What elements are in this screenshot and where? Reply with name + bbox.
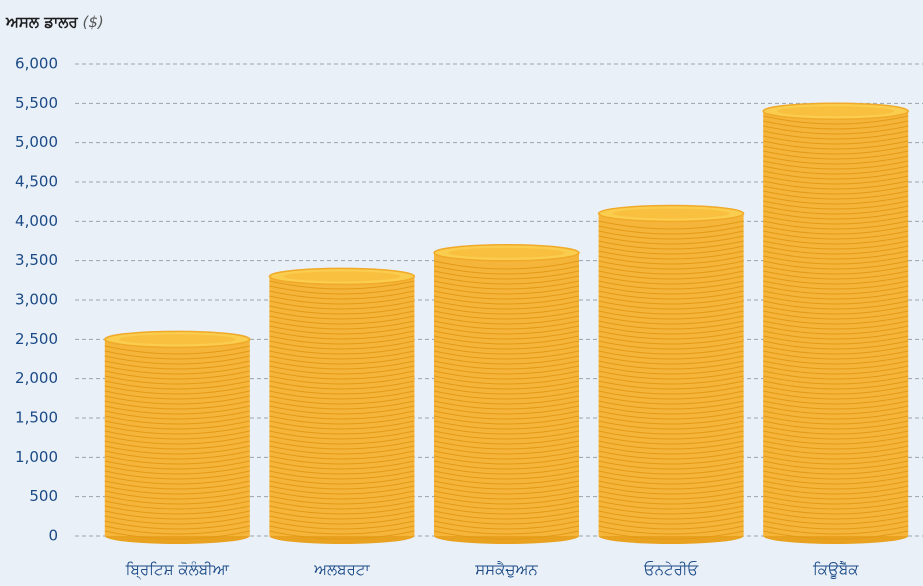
y-tick-label: 6,000	[15, 55, 58, 73]
x-tick-label: ਬ੍ਰਿਟਿਸ਼ ਕੋਲੰਬੀਆ	[125, 561, 230, 581]
x-tick-label: ਕਿਊਬੈੱਕ	[812, 561, 859, 579]
coin-stack	[105, 331, 250, 544]
coin-stack	[763, 103, 908, 544]
unit: ($)	[83, 13, 104, 31]
x-tick-label: ਸਸਕੈਚੁਅਨ	[474, 561, 538, 579]
y-tick-label: 4,500	[15, 173, 58, 191]
y-tick-label: 5,500	[15, 94, 58, 112]
coin-stack	[434, 245, 579, 544]
coin-stack	[269, 268, 414, 544]
chart: ਅਸਲ ਡਾਲਰ ($) 0 500 1,000 1,500 2,000 2,500 3,0…	[0, 0, 923, 582]
y-tick-label: 3,500	[15, 251, 58, 269]
y-tick-label: 500	[29, 487, 58, 505]
x-tick-label: ਅਲਬਰਟਾ	[313, 561, 370, 579]
y-tick-label: 3,000	[15, 291, 58, 309]
y-tick-label: 2,000	[15, 369, 58, 387]
x-tick-label: ਓਨਟੇਰੀਓ	[643, 561, 700, 579]
y-tick-label: 1,500	[15, 409, 58, 427]
y-tick-label: 2,500	[15, 330, 58, 348]
coin-face	[613, 208, 730, 218]
coin-stack	[599, 205, 744, 544]
y-tick-label: 0	[48, 527, 58, 545]
page: {"chart_data": {"type": "bar", "title": …	[0, 0, 923, 582]
coin-face	[119, 334, 236, 344]
title: ਅਸਲ ਡਾਲਰ	[5, 13, 78, 31]
y-tick-label: 5,000	[15, 133, 58, 151]
coin-face	[777, 106, 894, 116]
y-tick-label: 1,000	[15, 448, 58, 466]
chart-title: ਅਸਲ ਡਾਲਰ ($)	[5, 13, 104, 31]
coin-face	[448, 248, 565, 258]
y-tick-label: 4,000	[15, 212, 58, 230]
coin-face	[283, 271, 400, 281]
